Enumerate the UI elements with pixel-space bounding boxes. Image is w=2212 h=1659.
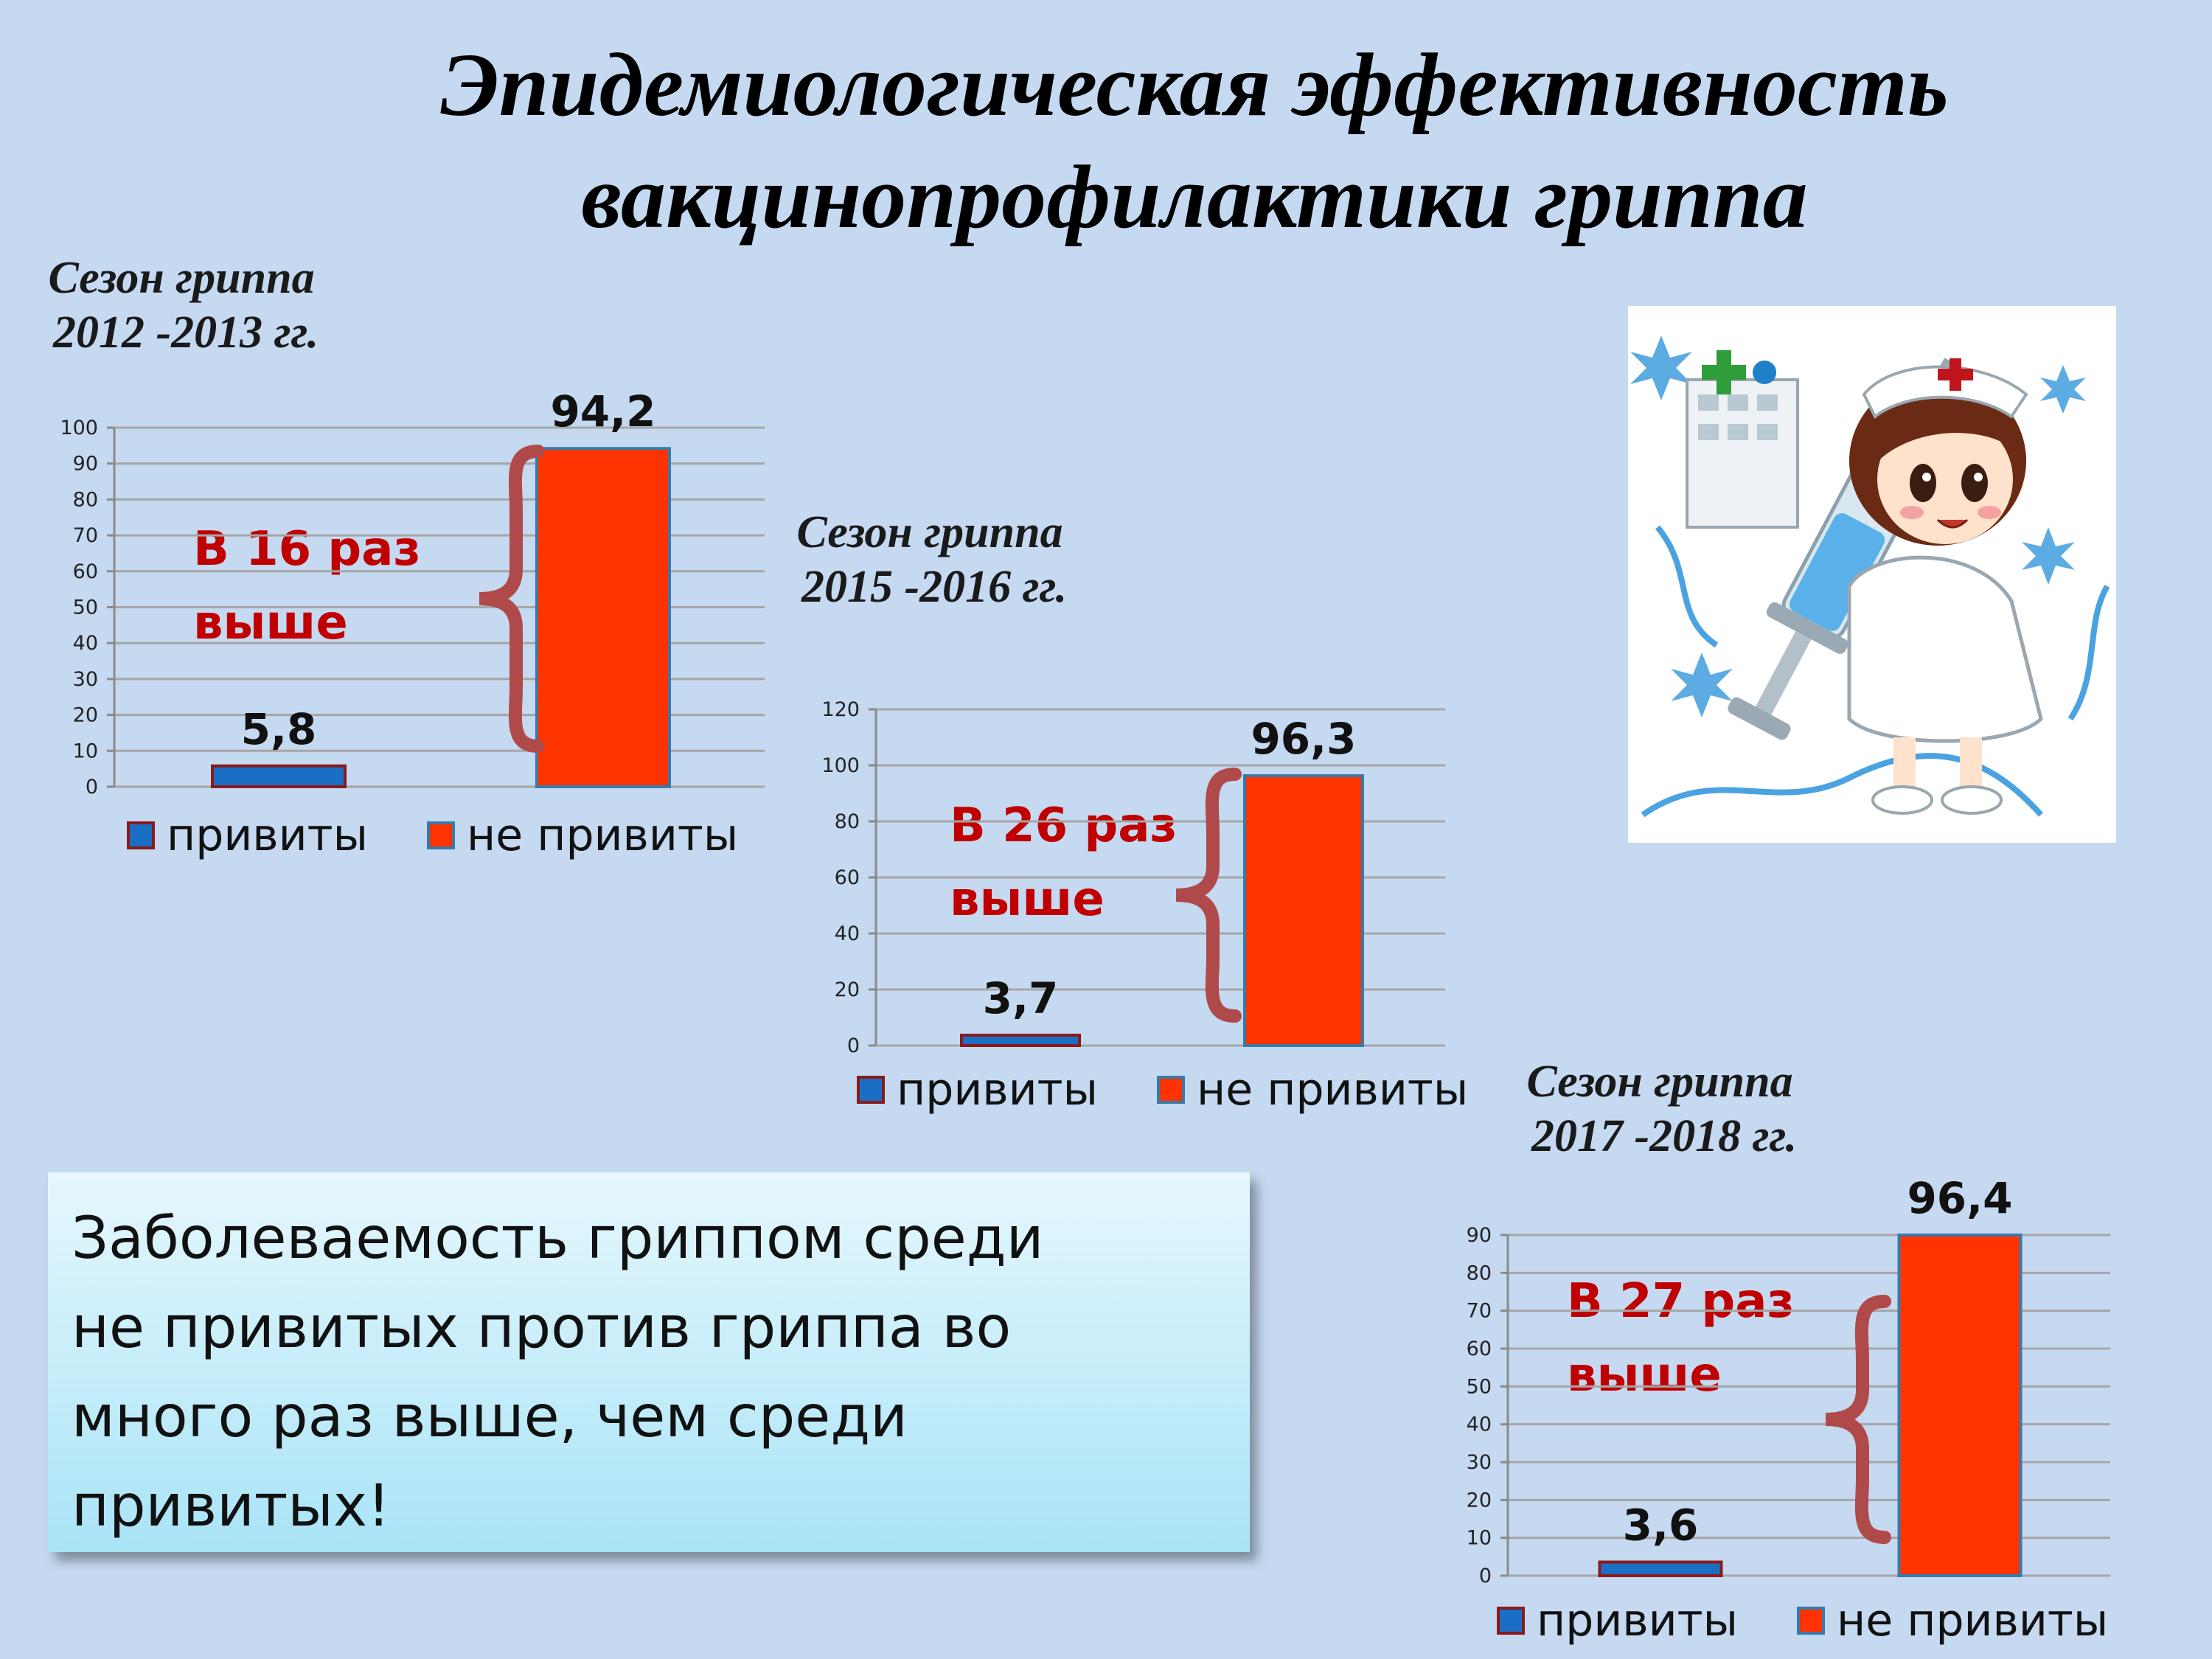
page-title: Эпидемиологическая эффективность вакцино… xyxy=(317,29,2072,254)
ratio-label-line-1: В 26 раз xyxy=(950,799,1178,853)
callout-line-2: не привитых против гриппа во xyxy=(72,1295,1012,1361)
callout-line-3: много раз выше, чем среди xyxy=(72,1384,908,1450)
y-tick-label: 10 xyxy=(1467,1527,1492,1550)
y-tick-label: 50 xyxy=(73,597,98,619)
y-tick-label: 0 xyxy=(847,1034,860,1057)
season-heading-years: 2015 -2016 гг. xyxy=(801,562,1068,612)
ratio-label-2015: В 26 раз выше xyxy=(950,789,1178,936)
season-heading-2015: Сезон гриппа 2015 -2016 гг. xyxy=(793,505,1068,614)
season-heading-line: Сезон гриппа xyxy=(796,507,1063,557)
data-label-vaccinated: 3,7 xyxy=(983,973,1059,1023)
y-tick-label: 80 xyxy=(73,488,98,511)
y-tick-label: 30 xyxy=(73,668,98,691)
y-tick-label: 60 xyxy=(835,866,860,889)
y-tick-label: 0 xyxy=(86,776,98,799)
ratio-label-2017: В 27 раз выше xyxy=(1567,1265,1795,1412)
curly-brace xyxy=(1175,768,1242,1023)
bar-vaccinated xyxy=(1598,1560,1723,1578)
season-heading-2012: Сезон гриппа 2012 -2013 гг. xyxy=(44,251,319,360)
legend-2015: привиты не привиты xyxy=(857,1064,1527,1116)
y-tick-label: 40 xyxy=(1467,1413,1492,1436)
data-label-vaccinated: 3,6 xyxy=(1623,1500,1699,1551)
nurse-with-syringe-icon xyxy=(1628,306,2116,843)
season-heading-years: 2012 -2013 гг. xyxy=(53,307,319,358)
legend-swatch-red xyxy=(1157,1076,1185,1104)
bar-vaccinated xyxy=(211,764,347,789)
ratio-label-line-2: выше xyxy=(193,596,348,650)
y-tick-label: 100 xyxy=(60,417,98,439)
legend-swatch-blue xyxy=(1497,1607,1525,1635)
season-heading-line: Сезон гриппа xyxy=(48,253,315,303)
y-tick-label: 40 xyxy=(835,922,860,945)
y-tick-label: 40 xyxy=(73,632,98,655)
legend-item-vaccinated: привиты xyxy=(1497,1595,1738,1646)
season-heading-line: Сезон гриппа xyxy=(1526,1057,1793,1107)
callout-line-1: Заболеваемость гриппом среди xyxy=(72,1206,1044,1272)
y-tick-label: 50 xyxy=(1467,1375,1492,1398)
ratio-label-line-1: В 27 раз xyxy=(1567,1274,1795,1329)
data-label-unvaccinated: 96,4 xyxy=(1907,1173,2012,1223)
ratio-label-2012: В 16 раз выше xyxy=(193,512,421,660)
bar-vaccinated xyxy=(960,1033,1081,1047)
data-label-vaccinated: 5,8 xyxy=(241,704,317,754)
legend-swatch-red xyxy=(427,821,455,849)
legend-item-unvaccinated: не привиты xyxy=(1797,1595,2108,1646)
legend-item-unvaccinated: не привиты xyxy=(427,810,738,861)
season-heading-years: 2017 -2018 гг. xyxy=(1531,1111,1798,1161)
y-tick-label: 90 xyxy=(1467,1224,1492,1247)
data-label-unvaccinated: 94,2 xyxy=(550,386,655,437)
legend-label: не привиты xyxy=(1837,1595,2109,1646)
y-tick-label: 20 xyxy=(73,704,98,727)
bar-unvaccinated xyxy=(535,447,671,788)
legend-item-vaccinated: привиты xyxy=(857,1064,1098,1116)
nurse-illustration xyxy=(1630,335,2110,818)
legend-item-unvaccinated: не привиты xyxy=(1157,1064,1468,1116)
legend-swatch-blue xyxy=(857,1076,885,1104)
page-title-line-2: вакцинопрофилактики гриппа xyxy=(581,147,1808,247)
y-tick-label: 120 xyxy=(821,698,860,721)
y-tick-label: 70 xyxy=(73,524,98,547)
y-tick-label: 100 xyxy=(821,754,860,777)
ratio-label-line-2: выше xyxy=(950,872,1105,927)
y-tick-label: 10 xyxy=(73,740,98,762)
conclusion-callout: Заболеваемость гриппом среди не привитых… xyxy=(48,1172,1250,1552)
y-tick-label: 0 xyxy=(1479,1565,1492,1587)
y-tick-label: 20 xyxy=(1467,1489,1492,1512)
legend-label: привиты xyxy=(1537,1595,1738,1646)
y-tick-label: 60 xyxy=(1467,1338,1492,1360)
y-tick-label: 20 xyxy=(835,978,860,1001)
curly-brace xyxy=(479,445,545,753)
legend-label: не привиты xyxy=(1197,1064,1469,1116)
data-label-unvaccinated: 96,3 xyxy=(1251,714,1356,764)
y-tick-label: 30 xyxy=(1467,1451,1492,1474)
ratio-label-line-2: выше xyxy=(1567,1348,1722,1402)
curly-brace xyxy=(1825,1295,1891,1544)
y-tick-label: 60 xyxy=(73,560,98,583)
y-tick-label: 70 xyxy=(1467,1300,1492,1323)
legend-label: не привиты xyxy=(467,810,739,861)
legend-swatch-red xyxy=(1797,1607,1825,1635)
season-heading-2017: Сезон гриппа 2017 -2018 гг. xyxy=(1523,1054,1798,1164)
callout-line-4: привитых! xyxy=(72,1473,391,1540)
page-title-line-1: Эпидемиологическая эффективность xyxy=(440,35,1949,135)
legend-2012: привиты не привиты xyxy=(127,810,797,861)
legend-label: привиты xyxy=(897,1064,1098,1116)
legend-label: привиты xyxy=(167,810,368,861)
ratio-label-line-1: В 16 раз xyxy=(193,522,421,577)
legend-swatch-blue xyxy=(127,821,155,849)
y-tick-label: 80 xyxy=(1467,1262,1492,1284)
y-tick-label: 90 xyxy=(73,453,98,476)
legend-item-vaccinated: привиты xyxy=(127,810,368,861)
legend-2017: привиты не привиты xyxy=(1497,1595,2167,1646)
y-tick-label: 80 xyxy=(835,810,860,833)
bar-unvaccinated xyxy=(1243,774,1364,1048)
bar-unvaccinated xyxy=(1897,1234,2023,1577)
